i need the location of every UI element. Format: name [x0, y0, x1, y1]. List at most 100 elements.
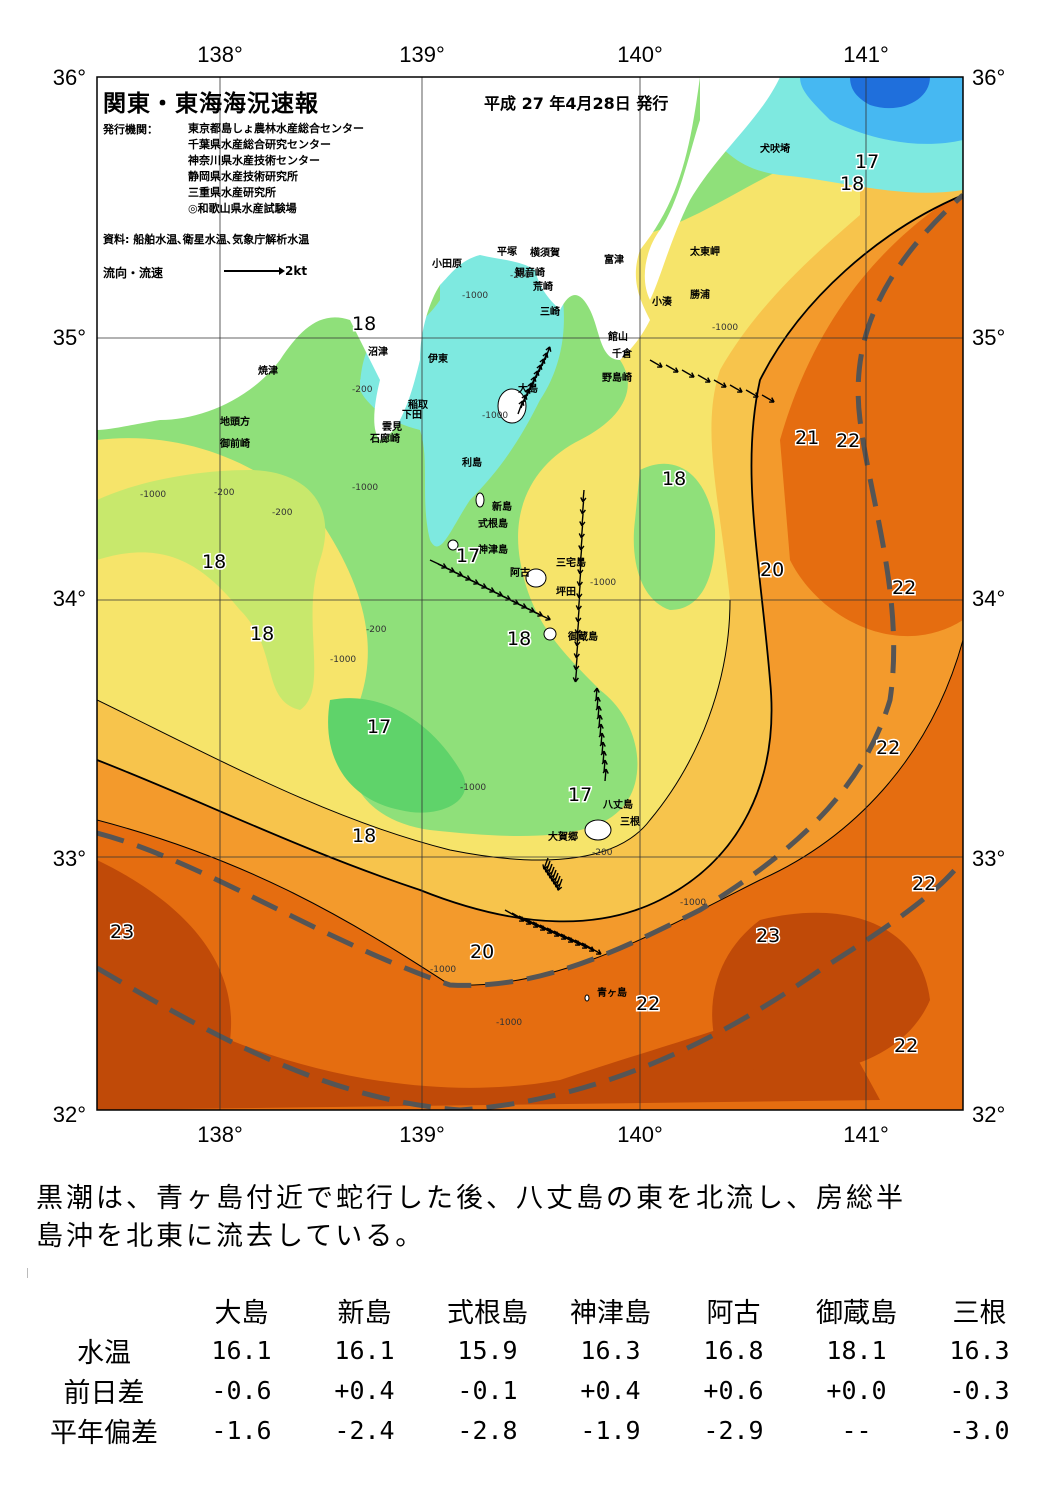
- lon-label-138-top: 138°: [197, 42, 243, 67]
- table-row: 水温 16.1 16.1 15.9 16.3 16.8 18.1 16.3: [28, 1330, 1041, 1370]
- table-cell: --: [841, 1415, 872, 1445]
- current-arrow-icon: [574, 621, 581, 635]
- place-name-label: 式根島: [478, 517, 508, 530]
- current-arrow-icon: [576, 573, 583, 587]
- summary-text: 黒潮は、青ヶ島付近で蛇行した後、八丈島の東を北流し、房総半 島沖を北東に流去して…: [36, 1180, 1036, 1256]
- mikurajima-island: [543, 627, 557, 641]
- depth-contour-label: -1000: [330, 655, 356, 665]
- summary-line: 黒潮は、青ヶ島付近で蛇行した後、八丈島の東を北流し、房総半: [36, 1183, 906, 1214]
- current-arrow-icon: [594, 696, 601, 710]
- current-arrow-icon: [649, 359, 663, 368]
- depth-contour-label: -200: [510, 271, 531, 281]
- table-cell: 16.3: [580, 1335, 641, 1365]
- temperature-contour-label: 18: [352, 313, 376, 335]
- temperature-contour-label: 20: [470, 941, 494, 963]
- depth-contour-label: -1000: [352, 483, 378, 493]
- column-header: 式根島: [447, 1297, 528, 1329]
- boso-peninsula: [644, 77, 780, 300]
- scale-label: 流向・流速: [103, 266, 164, 280]
- depth-contour-label: -200: [352, 385, 373, 395]
- ocean-condition-map: 138° 139° 140° 141° 138° 139° 140° 141° …: [53, 42, 1006, 1147]
- lat-label-35-right: 35°: [972, 325, 1005, 350]
- temperature-contour-label: 21: [795, 427, 819, 449]
- depth-contour-label: -1000: [482, 411, 508, 421]
- agency-list: 東京都島しょ農林水産総合センター 千葉県水産総合研究センター 神奈川県水産技術セ…: [188, 121, 364, 217]
- kuroshio-axis-south: [97, 858, 963, 1110]
- scale-value: 2kt: [285, 264, 308, 278]
- place-name-label: 千倉: [612, 347, 633, 360]
- summary-line: 島沖を北東に流去している。: [36, 1221, 426, 1252]
- lat-label-32-left: 32°: [53, 1102, 86, 1127]
- current-arrow-icon: [579, 501, 586, 515]
- isotherm-20: [97, 194, 963, 923]
- lat-label-36-left: 36°: [53, 65, 86, 90]
- table-cell: -2.4: [334, 1415, 395, 1445]
- current-arrow-icon: [578, 525, 585, 539]
- place-name-label: 富津: [604, 253, 624, 266]
- japan-mainland: [97, 77, 700, 440]
- current-arrow-icon: [600, 750, 607, 764]
- temperature-contour-label: 18: [662, 468, 686, 490]
- table-cell: -3.0: [949, 1415, 1010, 1445]
- temperature-contour-label: 22: [894, 1035, 918, 1057]
- kozushima-island: [447, 539, 459, 551]
- table-cell: 16.3: [949, 1335, 1010, 1365]
- depth-contour-label: -1000: [140, 490, 166, 500]
- depth-contour-label: -1000: [680, 898, 706, 908]
- place-name-label: 御前崎: [219, 437, 250, 450]
- current-arrow-icon: [575, 609, 582, 623]
- place-name-label: 青ヶ島: [597, 986, 627, 999]
- place-name-label: 稲取: [408, 398, 429, 411]
- lat-label-35-left: 35°: [53, 325, 86, 350]
- place-name-label: 阿古: [510, 566, 530, 579]
- current-arrow-icon: [556, 878, 563, 891]
- map-title: 関東・東海海況速報: [103, 91, 319, 117]
- sagami-bay-cool-area: [360, 254, 564, 547]
- place-name-label: 石廊崎: [369, 432, 400, 445]
- current-arrow-icon: [576, 585, 583, 599]
- depth-contour-label: -1000: [462, 291, 488, 301]
- table-row: 平年偏差 -1.6 -2.4 -2.8 -1.9 -2.9 -- -3.0: [28, 1410, 1041, 1450]
- current-arrow-icon: [578, 537, 585, 551]
- current-arrow-icon: [577, 549, 584, 563]
- current-arrow-icon: [697, 374, 711, 383]
- place-name-label: 荒崎: [532, 280, 553, 293]
- agency-item: ◎和歌山県水産試験場: [188, 202, 297, 215]
- isotherm-22: [97, 639, 963, 986]
- agency-label: 発行機関：: [103, 123, 158, 136]
- current-arrow-icon: [601, 759, 608, 773]
- temperature-contour-label: 17: [367, 716, 391, 738]
- place-name-label: 坪田: [556, 585, 576, 598]
- current-arrow-icon: [573, 645, 580, 659]
- table-cell: 15.9: [457, 1335, 518, 1365]
- current-arrow-icon: [579, 513, 586, 527]
- temperature-contour-label: 17: [855, 151, 879, 173]
- table-cell: 16.1: [211, 1335, 272, 1365]
- place-name-label: 勝浦: [690, 288, 710, 301]
- temperature-contour-label: 17: [456, 545, 480, 567]
- temperature-contour-label: 18: [202, 551, 226, 573]
- place-name-label: 大島: [518, 382, 538, 395]
- table-cell: +0.4: [580, 1375, 641, 1405]
- oshima-island: [497, 388, 527, 424]
- table-cell: +0.0: [826, 1375, 887, 1405]
- coldest-area: [850, 77, 930, 109]
- place-name-label: 小田原: [431, 257, 462, 270]
- current-arrows: [429, 346, 775, 955]
- kuroshio-axis-north: [97, 193, 963, 988]
- hachijojima-island: [584, 819, 612, 841]
- temperature-contour-label: 20: [760, 559, 784, 581]
- temperature-contour-label: 23: [110, 921, 134, 943]
- current-arrow-icon: [729, 384, 743, 393]
- current-arrow-icon: [572, 669, 579, 683]
- place-name-label: 小湊: [651, 295, 673, 308]
- place-name-label: 観音崎: [515, 266, 545, 279]
- current-arrow-icon: [602, 768, 609, 782]
- niijima-island: [475, 492, 485, 508]
- agency-item: 東京都島しょ農林水産総合センター: [188, 122, 364, 135]
- table-cell: 18.1: [826, 1335, 887, 1365]
- current-arrow-icon: [580, 489, 587, 503]
- place-name-label: 犬吠埼: [760, 142, 790, 155]
- table-cell: -0.1: [457, 1375, 518, 1405]
- table-cell: -1.6: [211, 1415, 272, 1445]
